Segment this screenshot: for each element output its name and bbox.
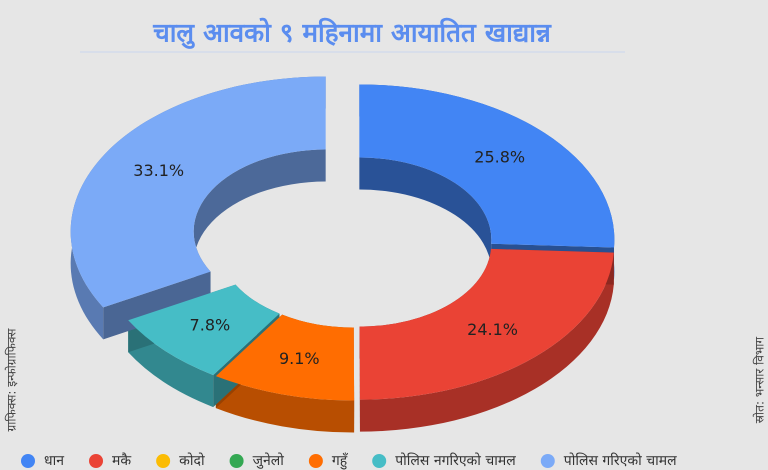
slice (128, 284, 280, 376)
credit: ग्राफिक्स: इन्फोग्राफिक्स (5, 328, 19, 432)
data-label: 33.1% (133, 161, 184, 180)
slice-inner-wall (359, 157, 492, 276)
slice (359, 248, 614, 400)
legend: धान मकै कोदो जुनेलो गहुँ पोलिस नगरिएको चामल पो… (21, 452, 677, 470)
legend-marker (540, 454, 555, 468)
slice (359, 84, 615, 248)
data-label: 25.8% (474, 147, 525, 166)
legend-marker (308, 454, 323, 468)
legend-label: पोलिस गरिएको चामल (564, 452, 677, 469)
legend-marker (21, 454, 35, 468)
legend-marker (229, 454, 244, 468)
data-label: 9.1% (279, 349, 320, 368)
slice-end-wall (103, 271, 211, 340)
legend-marker (372, 454, 387, 468)
legend-label: जुनेलो (253, 452, 285, 469)
legend-label: गहुँ (332, 452, 348, 470)
data-label: 7.8% (190, 315, 231, 334)
source: स्रोत: भन्सार विभाग (753, 337, 767, 424)
legend-marker (89, 454, 104, 468)
legend-label: कोदो (179, 452, 205, 469)
chart-title: चालु आवको ९ महिनामा आयातित खाद्यान्न (152, 18, 552, 50)
slice (70, 76, 326, 308)
legend-label: धान (44, 453, 64, 469)
legend-label: मकै (112, 452, 131, 469)
slice (215, 314, 355, 401)
slice-outer-wall (359, 252, 614, 432)
slice-inner-wall (193, 149, 326, 304)
data-label: 24.1% (467, 320, 518, 339)
legend-label: पोलिस नगरिएको चामल (395, 452, 516, 469)
tops (70, 76, 615, 401)
slice-outer-wall (215, 376, 355, 433)
legend-marker (156, 454, 171, 468)
labels: 25.8% 24.1% 9.1% 7.8% 33.1% (133, 147, 525, 367)
